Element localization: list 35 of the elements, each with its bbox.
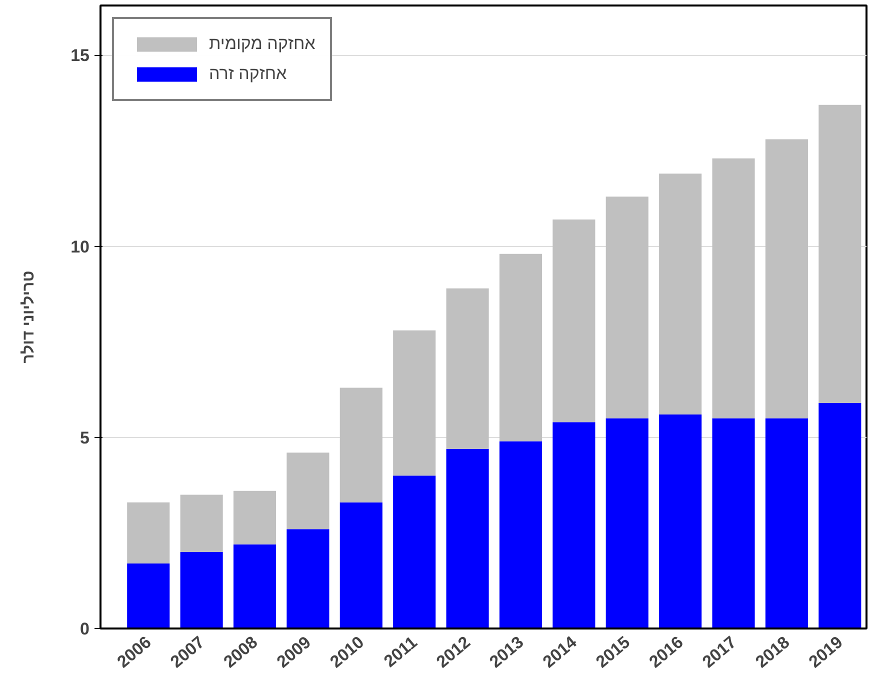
bar	[286, 452, 330, 530]
bar	[659, 174, 702, 414]
bar	[552, 220, 596, 422]
legend-label: אחזקה זרה	[209, 64, 287, 84]
bar	[499, 441, 542, 628]
y-tick-label: 0	[80, 620, 90, 638]
bar	[127, 564, 170, 628]
bar	[340, 502, 382, 628]
y-tick-label: 5	[80, 428, 90, 448]
bar	[446, 448, 489, 628]
bar	[499, 254, 542, 442]
bar	[818, 402, 862, 628]
bar	[552, 422, 596, 628]
bar	[233, 544, 276, 628]
bar	[446, 288, 489, 449]
bar	[180, 494, 223, 552]
y-tick-label: 15	[70, 46, 90, 66]
bar	[286, 529, 330, 628]
bar	[659, 414, 702, 628]
bar	[340, 388, 382, 502]
bar	[712, 418, 755, 628]
bar	[818, 104, 862, 403]
y-axis-title: טריליוני דולר	[20, 270, 38, 364]
bar	[765, 139, 808, 418]
bar	[712, 158, 755, 418]
bar	[233, 490, 276, 544]
bar	[180, 552, 223, 628]
bar	[606, 196, 648, 418]
legend-label: אחזקה מקומית	[209, 34, 316, 54]
bar	[393, 476, 436, 628]
bar	[393, 330, 436, 476]
y-tick-label: 10	[70, 237, 90, 256]
bar	[606, 418, 648, 628]
bar	[765, 418, 808, 628]
bar	[127, 502, 170, 564]
